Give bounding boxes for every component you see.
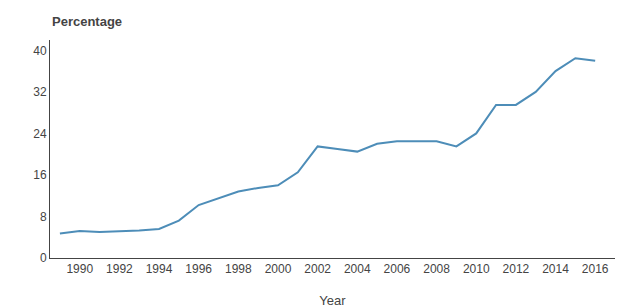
svg-text:2008: 2008 [423,262,450,276]
svg-text:8: 8 [40,210,47,224]
svg-text:2014: 2014 [542,262,569,276]
svg-text:2010: 2010 [463,262,490,276]
svg-text:1994: 1994 [146,262,173,276]
svg-text:2004: 2004 [344,262,371,276]
svg-text:Percentage: Percentage [52,14,122,29]
svg-text:24: 24 [33,127,47,141]
svg-text:32: 32 [33,85,47,99]
svg-text:1996: 1996 [185,262,212,276]
svg-text:1998: 1998 [225,262,252,276]
svg-text:2000: 2000 [265,262,292,276]
svg-text:2012: 2012 [503,262,530,276]
svg-text:0: 0 [40,251,47,265]
svg-text:Year: Year [319,293,346,308]
svg-text:16: 16 [33,168,47,182]
svg-text:1990: 1990 [66,262,93,276]
svg-text:1992: 1992 [106,262,133,276]
svg-text:2006: 2006 [384,262,411,276]
svg-text:2016: 2016 [582,262,609,276]
svg-text:40: 40 [33,44,47,58]
svg-text:2002: 2002 [304,262,331,276]
